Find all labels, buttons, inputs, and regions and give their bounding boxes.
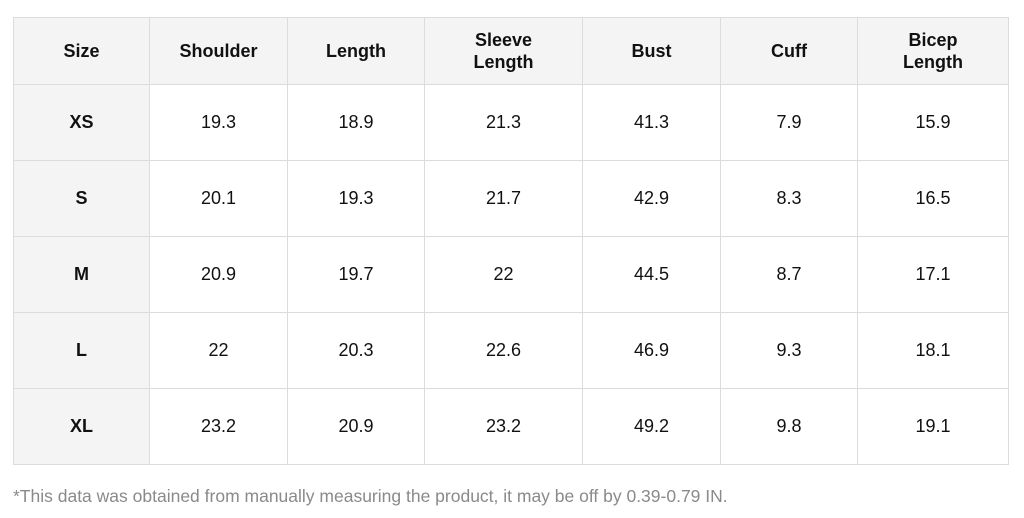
value-cell: 17.1 [857,236,1009,313]
header-cell: Size [13,17,150,85]
value-cell: 19.3 [149,84,288,161]
header-cell: Bust [582,17,721,85]
footnote: *This data was obtained from manually me… [13,486,728,506]
header-text: Length [326,40,386,61]
header-text: Bicep Length [903,30,963,72]
value-cell: 19.1 [857,388,1009,465]
value-cell: 23.2 [149,388,288,465]
value-cell: 9.3 [720,312,858,389]
value-cell: 9.8 [720,388,858,465]
value-cell: 8.3 [720,160,858,237]
value-cell: 20.9 [149,236,288,313]
table-body: XS 19.3 18.9 21.3 41.3 7.9 15.9 S 20.1 19.3 21.7 42… [13,84,1009,465]
value-cell: 19.3 [287,160,425,237]
header-text: Cuff [771,40,807,61]
size-cell: XS [13,84,150,161]
header-text: Shoulder [179,40,258,61]
table-row: S 20.1 19.3 21.7 42.9 8.3 16.5 [13,160,1009,237]
header-cell: Sleeve Length [424,17,583,85]
header-cell: Bicep Length [857,17,1009,85]
value-cell: 16.5 [857,160,1009,237]
value-cell: 41.3 [582,84,721,161]
value-cell: 44.5 [582,236,721,313]
header-cell: Shoulder [149,17,288,85]
value-cell: 22.6 [424,312,583,389]
value-cell: 22 [149,312,288,389]
value-cell: 15.9 [857,84,1009,161]
value-cell: 21.3 [424,84,583,161]
value-cell: 19.7 [287,236,425,313]
value-cell: 18.1 [857,312,1009,389]
header-text: Size [63,40,100,61]
header-cell: Cuff [720,17,858,85]
value-cell: 42.9 [582,160,721,237]
size-cell: M [13,236,150,313]
value-cell: 22 [424,236,583,313]
size-cell: XL [13,388,150,465]
size-table: Size Shoulder Length Sleeve Length Bust Cuff B… [13,17,1009,465]
value-cell: 21.7 [424,160,583,237]
value-cell: 20.9 [287,388,425,465]
header-row: Size Shoulder Length Sleeve Length Bust Cuff B… [13,17,1009,85]
table-row: M 20.9 19.7 22 44.5 8.7 17.1 [13,236,1009,313]
value-cell: 49.2 [582,388,721,465]
header-text: Bust [631,40,672,61]
size-cell: S [13,160,150,237]
size-cell: L [13,312,150,389]
header-cell: Length [287,17,425,85]
value-cell: 20.1 [149,160,288,237]
value-cell: 8.7 [720,236,858,313]
value-cell: 18.9 [287,84,425,161]
value-cell: 46.9 [582,312,721,389]
header-text: Sleeve Length [473,30,534,72]
value-cell: 20.3 [287,312,425,389]
table-row: XL 23.2 20.9 23.2 49.2 9.8 19.1 [13,388,1009,465]
value-cell: 23.2 [424,388,583,465]
table-row: XS 19.3 18.9 21.3 41.3 7.9 15.9 [13,84,1009,161]
table-row: L 22 20.3 22.6 46.9 9.3 18.1 [13,312,1009,389]
value-cell: 7.9 [720,84,858,161]
